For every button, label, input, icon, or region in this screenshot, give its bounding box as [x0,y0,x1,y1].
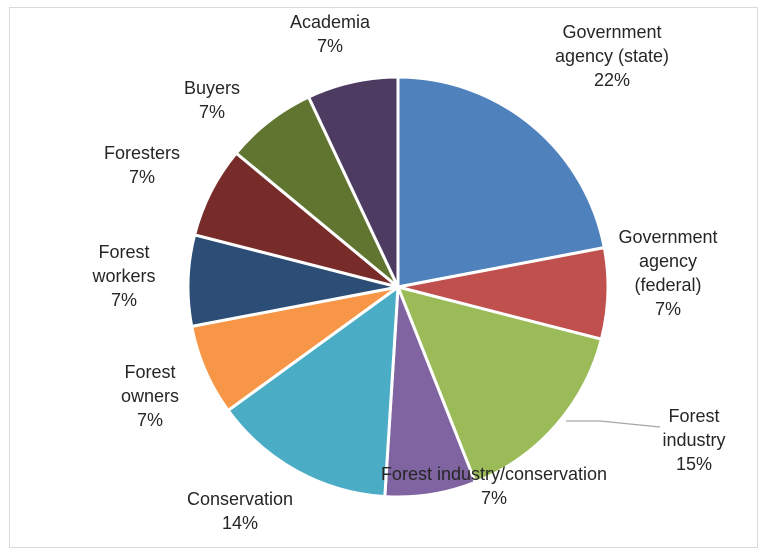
data-label-7-line-0: Foresters [104,143,180,163]
data-label-3: Forest industry/conservation 7% [381,464,607,508]
data-label-7: Foresters 7% [104,143,180,187]
data-label-8-line-0: Buyers [184,78,240,98]
data-label-2-line-2: 15% [676,454,712,474]
pie-slice-0 [396,75,606,289]
data-label-1-line-0: Government [618,227,717,247]
data-label-0-line-1: agency (state) [555,46,669,66]
data-label-8-line-1: 7% [199,102,225,122]
data-label-9: Academia 7% [290,12,371,56]
data-label-1-line-3: 7% [655,299,681,319]
pie-slice-4 [226,285,400,499]
data-label-0-line-2: 22% [594,70,630,90]
pie-slice-2 [396,285,603,484]
data-label-2-line-1: industry [662,430,725,450]
data-label-6-line-1: workers [91,266,155,286]
data-label-1: Government agency (federal) 7% [618,227,717,319]
data-label-6: Forest workers 7% [91,242,155,310]
data-label-5-line-0: Forest [124,362,175,382]
data-label-0-line-0: Government [562,22,661,42]
data-label-9-line-1: 7% [317,36,343,56]
data-label-5-line-2: 7% [137,410,163,430]
leader-lines [566,420,661,428]
data-label-7-line-1: 7% [129,167,155,187]
data-label-3-line-1: 7% [481,488,507,508]
data-label-1-line-1: agency [639,251,697,271]
data-label-5-line-1: owners [121,386,179,406]
data-label-4-line-0: Conservation [187,489,293,509]
data-label-6-line-0: Forest [98,242,149,262]
data-label-9-line-0: Academia [290,12,371,32]
pie-slices [186,75,610,499]
data-labels: Government agency (state) 22% Government age… [91,12,725,533]
data-label-3-line-0: Forest industry/conservation [381,464,607,484]
data-label-8: Buyers 7% [184,78,240,122]
data-label-2: Forest industry 15% [662,406,725,474]
leader-line-forest-industry [566,420,661,428]
pie-slice-9 [307,75,400,289]
data-label-5: Forest owners 7% [121,362,179,430]
data-label-4-line-1: 14% [222,513,258,533]
data-label-1-line-2: (federal) [634,275,701,295]
data-label-0: Government agency (state) 22% [555,22,669,90]
data-label-4: Conservation 14% [187,489,293,533]
data-label-2-line-0: Forest [668,406,719,426]
data-label-6-line-2: 7% [111,290,137,310]
